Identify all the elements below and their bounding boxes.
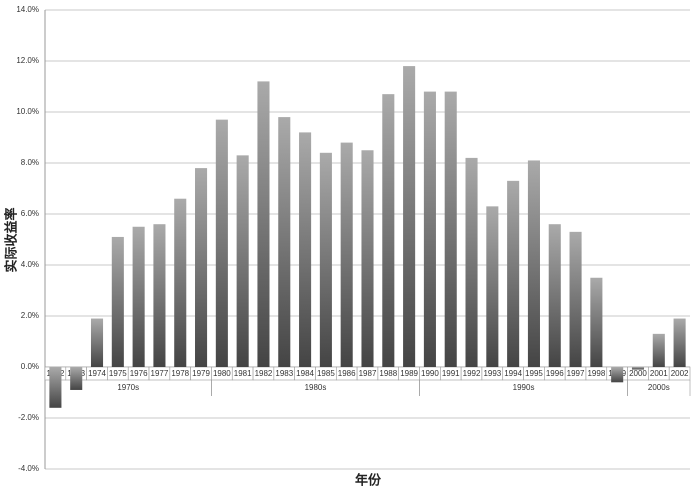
y-tick-label: 0.0% [21,362,39,371]
bar [548,224,561,367]
bar [111,236,124,367]
group-label: 1980s [305,383,327,392]
bar [590,277,603,367]
x-tick-label: 2002 [671,369,689,378]
y-tick-label: 12.0% [16,56,39,65]
bar [340,142,353,367]
bar [174,198,187,367]
y-tick-label: 4.0% [21,260,39,269]
x-tick-label: 1978 [171,369,189,378]
bar [403,66,416,367]
x-tick-label: 1984 [296,369,314,378]
bar [527,160,540,367]
bar [569,231,582,367]
x-tick-label: 1982 [255,369,273,378]
group-label: 1990s [513,383,535,392]
bar [257,81,270,368]
bar [611,367,624,383]
bar [486,206,499,367]
x-tick-label: 1998 [587,369,605,378]
bar [70,367,83,390]
x-tick-label: 1976 [130,369,148,378]
bar [90,318,104,367]
bar [382,94,395,368]
x-tick-label: 1985 [317,369,335,378]
x-tick-label: 1997 [567,369,585,378]
bar [319,152,332,367]
x-tick-label: 1988 [379,369,397,378]
bar [465,157,478,367]
x-tick-label: 1974 [88,369,106,378]
bar [215,119,228,368]
x-tick-label: 1995 [525,369,543,378]
x-tick-label: 1991 [442,369,460,378]
bar [153,224,166,367]
bar [299,132,312,367]
x-tick-label: 2001 [650,369,668,378]
x-tick-label: 1977 [151,369,169,378]
x-tick-label: 2000 [629,369,647,378]
bar [49,367,62,408]
x-tick-label: 1975 [109,369,127,378]
y-tick-label: 10.0% [16,107,39,116]
y-tick-label: -4.0% [18,464,39,473]
bar [236,155,249,367]
x-tick-label: 1979 [192,369,210,378]
y-tick-label: 8.0% [21,158,39,167]
bar [673,318,686,367]
bar [507,180,520,367]
bar [631,367,645,370]
group-label: 1970s [117,383,139,392]
x-tick-label: 1993 [483,369,501,378]
x-tick-label: 1994 [504,369,522,378]
bar [361,150,374,367]
x-axis-title: 年份 [355,473,382,489]
bar [652,333,665,367]
x-tick-label: 1986 [338,369,356,378]
y-tick-label: 6.0% [21,209,39,218]
y-tick-label: -2.0% [18,413,39,422]
x-tick-label: 1989 [400,369,418,378]
bar [195,168,208,367]
x-tick-label: 1996 [546,369,564,378]
x-tick-label: 1980 [213,369,231,378]
bar [278,117,291,367]
y-tick-label: 2.0% [21,311,39,320]
y-axis-title: 实际收益率 [4,207,20,272]
bar [423,91,436,367]
bar [132,226,145,367]
x-tick-label: 1992 [463,369,481,378]
bar [444,91,457,367]
x-tick-label: 1981 [234,369,252,378]
x-tick-label: 1990 [421,369,439,378]
y-tick-label: 14.0% [16,5,39,14]
x-tick-label: 1987 [359,369,377,378]
x-tick-label: 1983 [275,369,293,378]
group-label: 2000s [648,383,670,392]
